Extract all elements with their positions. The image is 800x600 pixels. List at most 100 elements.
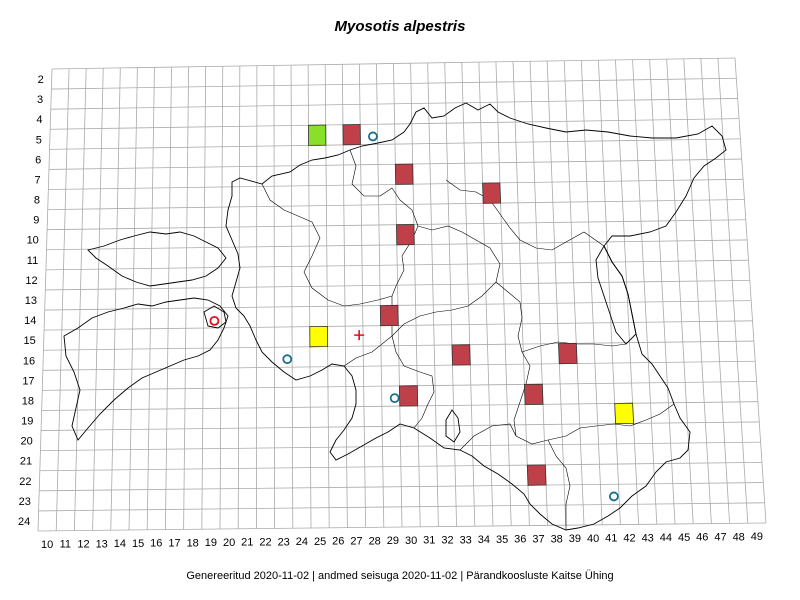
- row-tick-label: 19: [21, 416, 33, 428]
- circle-marker: [282, 354, 293, 365]
- grid-column-line: [478, 62, 494, 527]
- grid-column-line: [290, 65, 294, 529]
- grid-row-line: [49, 138, 741, 150]
- column-tick-label: 13: [96, 538, 108, 550]
- red-record-cell: [379, 304, 399, 327]
- column-tick-label: 24: [296, 536, 308, 548]
- column-tick-label: 39: [569, 533, 581, 545]
- red-record-cell: [394, 163, 414, 185]
- grid-row-line: [37, 522, 767, 532]
- column-tick-label: 37: [532, 534, 544, 546]
- column-tick-label: 46: [696, 532, 708, 544]
- footer-credits: Genereeritud 2020-11-02 | andmed seisuga…: [186, 570, 614, 582]
- grid-column-line: [683, 58, 712, 524]
- row-tick-label: 10: [27, 235, 39, 247]
- county-border: [391, 335, 435, 429]
- grid-column-line: [598, 60, 621, 525]
- column-tick-label: 19: [205, 537, 217, 549]
- red-record-cell: [396, 224, 415, 246]
- grid-row-line: [39, 482, 764, 492]
- grid-column-line: [74, 68, 87, 531]
- grid-row-line: [42, 360, 756, 371]
- column-tick-label: 29: [387, 535, 399, 547]
- row-tick-label: 4: [36, 114, 42, 126]
- county-border: [261, 183, 393, 307]
- column-tick-label: 18: [187, 537, 199, 549]
- county-border: [547, 439, 571, 530]
- row-tick-label: 7: [35, 174, 41, 186]
- grid-row-line: [51, 57, 736, 70]
- grid-lines: [37, 57, 767, 532]
- grid-column-line: [410, 63, 421, 527]
- column-tick-label: 44: [660, 532, 672, 544]
- column-tick-label: 10: [41, 539, 53, 551]
- column-tick-label: 17: [168, 538, 180, 550]
- column-tick-label: 23: [278, 536, 290, 548]
- grid-column-line: [237, 65, 241, 529]
- grid-column-line: [201, 66, 207, 530]
- peipus-lake: [595, 245, 637, 345]
- yellow-record-cell: [614, 402, 635, 425]
- red-record-cell: [342, 124, 361, 146]
- column-tick-label: 21: [241, 537, 253, 549]
- red-record-cell: [526, 464, 547, 486]
- circle-marker: [368, 131, 378, 142]
- vortsjarv-lake: [445, 409, 461, 443]
- row-tick-label: 9: [33, 215, 39, 227]
- grid-column-line: [580, 60, 603, 525]
- row-tick-label: 8: [34, 195, 40, 207]
- row-tick-label: 15: [24, 335, 36, 347]
- row-tick-label: 17: [22, 375, 34, 387]
- column-tick-label: 48: [733, 531, 745, 543]
- circle-marker: [389, 393, 400, 404]
- column-tick-label: 26: [332, 536, 344, 548]
- county-border: [495, 281, 531, 437]
- row-tick-label: 2: [38, 74, 44, 86]
- column-tick-label: 43: [642, 532, 654, 544]
- column-tick-label: 16: [150, 538, 162, 550]
- county-border: [391, 225, 501, 337]
- grid-column-line: [92, 68, 104, 531]
- grid-row-line: [45, 259, 749, 271]
- grid-row-line: [50, 98, 738, 110]
- grid-row-line: [45, 279, 750, 291]
- column-tick-label: 25: [314, 536, 326, 548]
- column-tick-label: 32: [441, 535, 453, 547]
- column-tick-label: 30: [405, 535, 417, 547]
- county-border: [349, 149, 419, 297]
- record-markers: [209, 131, 619, 502]
- yellow-record-cell: [309, 325, 329, 348]
- map-title: Myosotis alpestris: [334, 18, 466, 35]
- row-tick-label: 21: [20, 456, 32, 468]
- column-tick-label: 35: [496, 534, 508, 546]
- grid-column-line: [444, 62, 457, 527]
- grid-column-line: [512, 61, 530, 526]
- column-tick-label: 34: [478, 534, 490, 546]
- grid-column-line: [427, 62, 439, 527]
- column-tick-label: 31: [423, 535, 435, 547]
- column-tick-label: 41: [605, 533, 617, 545]
- grid-row-line: [43, 340, 754, 351]
- grid-column-line: [165, 67, 172, 530]
- column-tick-label: 20: [223, 537, 235, 549]
- grid-column-line: [529, 61, 548, 526]
- grid-column-line: [55, 68, 70, 531]
- county-border: [459, 403, 675, 451]
- county-borders: [261, 149, 675, 530]
- grid-column-line: [255, 65, 258, 529]
- green-record-cell: [308, 124, 327, 146]
- row-tick-label: 12: [25, 275, 37, 287]
- row-tick-label: 3: [37, 94, 43, 106]
- grid-row-line: [51, 77, 737, 90]
- grid-column-line: [183, 66, 189, 530]
- county-border: [343, 335, 393, 367]
- grid-column-line: [37, 68, 53, 532]
- column-tick-label: 28: [369, 535, 381, 547]
- grid-column-line: [461, 62, 476, 527]
- grid-row-line: [50, 118, 740, 130]
- grid-column-line: [734, 57, 767, 524]
- saaremaa-island: [63, 297, 229, 441]
- grid-row-line: [39, 461, 762, 472]
- column-tick-label: 15: [132, 538, 144, 550]
